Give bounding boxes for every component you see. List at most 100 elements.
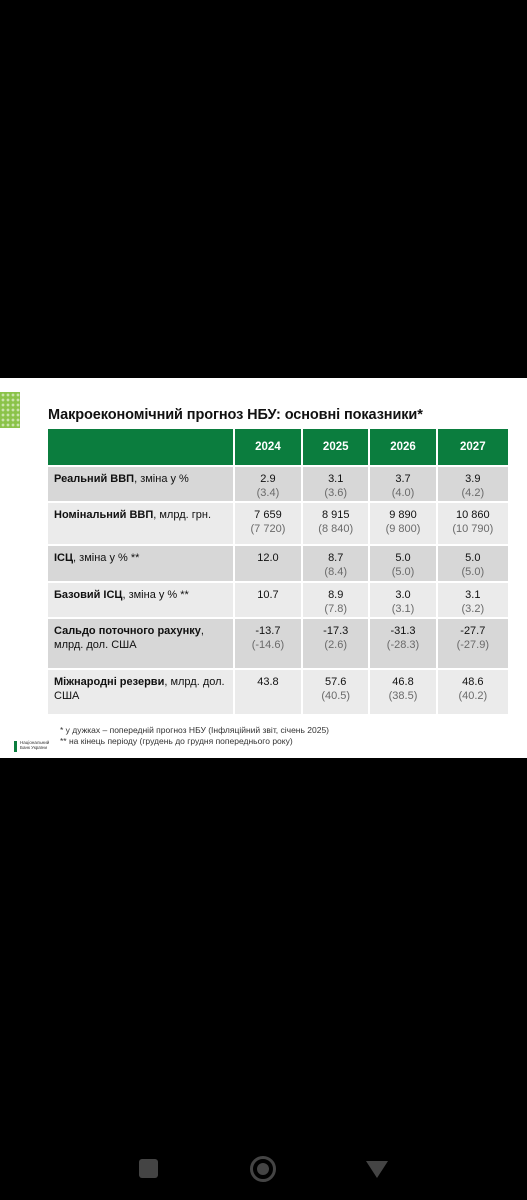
cell-value: 3.1 <box>328 473 344 485</box>
cell-prev-value: (7 720) <box>250 523 286 535</box>
cell-value: 57.6 <box>325 676 347 688</box>
table-cell: 7 659 (7 720) <box>234 503 304 546</box>
table-cell: 3.9 (4.2) <box>437 467 510 503</box>
row-label: ІСЦ, зміна у % ** <box>48 546 235 583</box>
row-label-rest: , зміна у % ** <box>73 552 140 564</box>
table-cell: 8.9 (7.8) <box>303 583 371 619</box>
cell-value: 7 659 <box>254 509 282 521</box>
cell-prev-value: (4.0) <box>391 487 415 499</box>
cell-value: 9 890 <box>389 509 417 521</box>
cell-prev-value: (10 790) <box>452 523 494 535</box>
cell-prev-value: (-14.6) <box>251 639 285 651</box>
cell-prev-value: (3.6) <box>324 487 348 499</box>
footnote: ** на кінець періоду (грудень до грудня … <box>60 736 293 746</box>
table-cell: -27.7 (-27.9) <box>437 619 510 670</box>
cell-value: 8.7 <box>328 552 344 564</box>
nbu-logo: Національний Банк України <box>14 740 54 754</box>
decorative-pattern <box>0 392 20 428</box>
footnotes: * у дужках – попередній прогноз НБУ (Інф… <box>60 725 329 747</box>
row-label: Міжнародні резерви, млрд. дол. США <box>48 670 235 716</box>
cell-prev-value: (-27.9) <box>456 639 490 651</box>
header-year: 2024 <box>234 429 304 467</box>
recents-icon[interactable] <box>139 1159 158 1178</box>
slide-title: Макроекономічний прогноз НБУ: основні по… <box>48 407 423 423</box>
cell-value: 3.9 <box>465 473 481 485</box>
row-label: Сальдо поточного рахунку, млрд. дол. США <box>48 619 235 670</box>
back-icon[interactable] <box>366 1161 388 1178</box>
cell-prev-value: (38.5) <box>388 690 418 702</box>
forecast-table: 2024 2025 2026 2027 Реальний ВВП, зміна … <box>48 429 510 716</box>
table-cell: 10.7 <box>234 583 304 619</box>
table-cell: 3.7 (4.0) <box>370 467 438 503</box>
row-label-rest: , млрд. грн. <box>153 509 211 521</box>
table-cell: -17.3 (2.6) <box>303 619 371 670</box>
cell-prev-value: (9 800) <box>385 523 421 535</box>
table-cell: 57.6 (40.5) <box>303 670 371 716</box>
table-cell: -13.7 (-14.6) <box>234 619 304 670</box>
row-label-bold: Сальдо поточного рахунку <box>54 625 201 637</box>
row-label-rest: , млрд. дол. США <box>54 625 204 651</box>
cell-prev-value: (40.2) <box>458 690 488 702</box>
cell-prev-value: (3.4) <box>256 487 280 499</box>
cell-prev-value: (5.0) <box>391 566 415 578</box>
logo-mark-icon <box>14 741 17 752</box>
presentation-slide: Макроекономічний прогноз НБУ: основні по… <box>0 378 527 758</box>
cell-value: 10.7 <box>257 589 279 601</box>
cell-value: 8.9 <box>328 589 344 601</box>
cell-prev-value: (-28.3) <box>386 639 420 651</box>
cell-value: 48.6 <box>462 676 484 688</box>
cell-value: 46.8 <box>392 676 414 688</box>
table-row: Реальний ВВП, зміна у % 2.9 (3.4) 3.1 (3.6… <box>48 467 510 503</box>
row-label-bold: Реальний ВВП <box>54 473 135 485</box>
cell-value: 8 915 <box>321 509 350 521</box>
table-header-row: 2024 2025 2026 2027 <box>48 429 510 467</box>
home-icon[interactable] <box>250 1156 276 1182</box>
table-row: Міжнародні резерви, млрд. дол. США 43.8 … <box>48 670 510 716</box>
table-cell: 10 860 (10 790) <box>437 503 510 546</box>
cell-prev-value: (3.1) <box>391 603 415 615</box>
cell-prev-value: (3.2) <box>461 603 485 615</box>
table-row: Номінальний ВВП, млрд. грн. 7 659 (7 720)… <box>48 503 510 546</box>
table-cell: -31.3 (-28.3) <box>370 619 438 670</box>
row-label-bold: Базовий ІСЦ <box>54 589 123 601</box>
row-label: Реальний ВВП, зміна у % <box>48 467 235 503</box>
cell-value: 10 860 <box>455 509 490 521</box>
footnote: * у дужках – попередній прогноз НБУ (Інф… <box>60 725 330 735</box>
table-row: Сальдо поточного рахунку, млрд. дол. США… <box>48 619 510 670</box>
cell-value: 3.0 <box>395 589 411 601</box>
cell-value: -17.3 <box>323 625 349 637</box>
cell-prev-value: (5.0) <box>461 566 485 578</box>
logo-text-line: Банк України <box>20 745 48 750</box>
table-cell: 3.0 (3.1) <box>370 583 438 619</box>
table-cell: 3.1 (3.2) <box>437 583 510 619</box>
row-label-rest: , зміна у % <box>134 473 189 485</box>
row-label: Номінальний ВВП, млрд. грн. <box>48 503 235 546</box>
row-label-bold: Міжнародні резерви <box>54 676 165 688</box>
cell-value: 3.7 <box>395 473 411 485</box>
row-label-rest: , млрд. дол. США <box>54 676 225 702</box>
row-label: Базовий ІСЦ, зміна у % ** <box>48 583 235 619</box>
table-cell: 46.8 (38.5) <box>370 670 438 716</box>
table-cell: 12.0 <box>234 546 304 583</box>
cell-value: 43.8 <box>257 676 279 688</box>
header-year: 2026 <box>370 429 438 467</box>
table-cell: 5.0 (5.0) <box>437 546 510 583</box>
cell-prev-value: (8 840) <box>318 523 354 535</box>
table-cell: 8.7 (8.4) <box>303 546 371 583</box>
cell-value: -31.3 <box>390 625 416 637</box>
system-navigation-bar <box>0 1140 527 1200</box>
table-cell: 8 915 (8 840) <box>303 503 371 546</box>
header-corner <box>48 429 235 467</box>
logo-text: Національний Банк України <box>20 740 49 750</box>
row-label-bold: Номінальний ВВП <box>54 509 154 521</box>
table-cell: 9 890 (9 800) <box>370 503 438 546</box>
table-cell: 3.1 (3.6) <box>303 467 371 503</box>
cell-value: -13.7 <box>255 625 281 637</box>
cell-value: -27.7 <box>460 625 486 637</box>
header-year: 2027 <box>437 429 510 467</box>
cell-prev-value: (2.6) <box>324 639 348 651</box>
logo-text-line: Національний <box>20 740 50 745</box>
cell-prev-value: (7.8) <box>324 603 348 615</box>
cell-prev-value: (8.4) <box>324 566 348 578</box>
header-year: 2025 <box>303 429 371 467</box>
